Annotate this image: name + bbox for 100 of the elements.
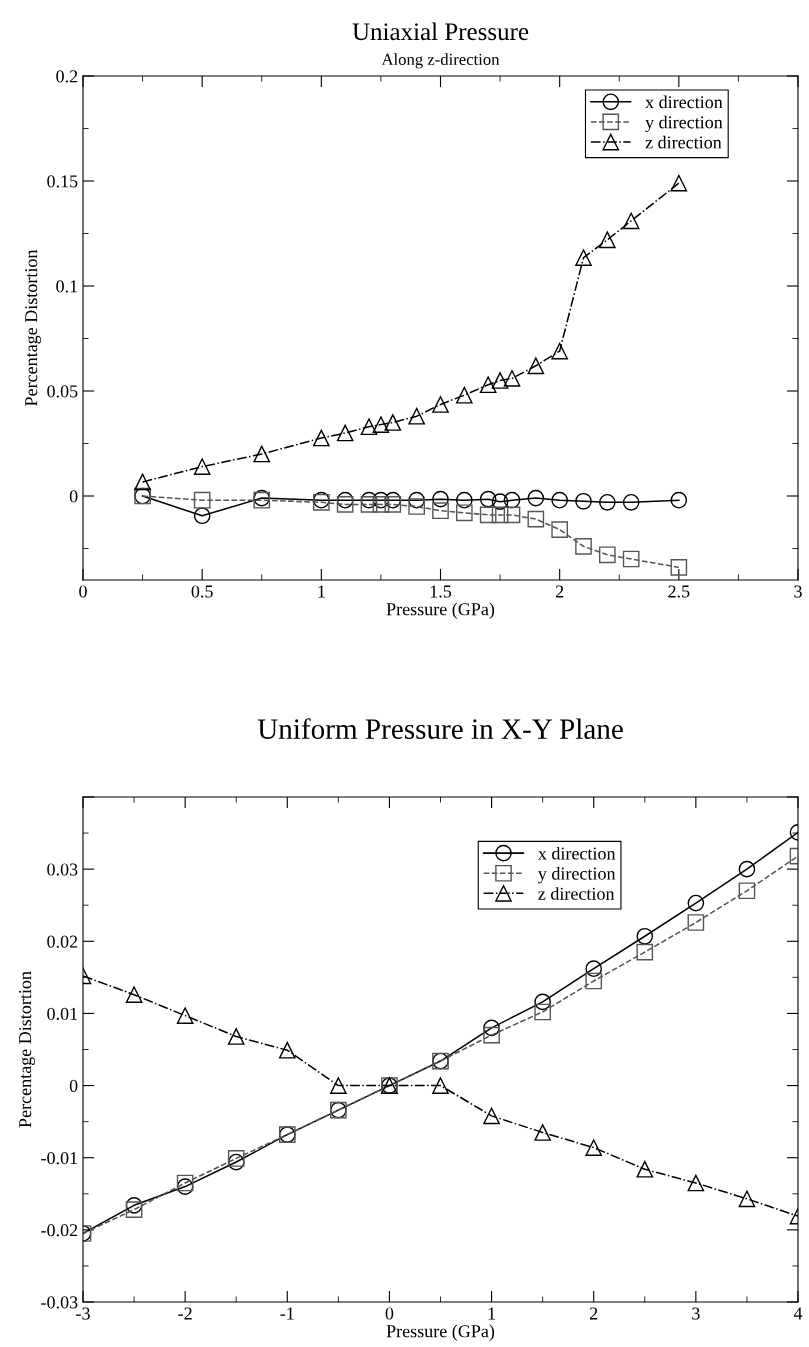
point: [193, 507, 211, 525]
point: [125, 986, 143, 1004]
point: [687, 894, 705, 912]
point: [278, 1041, 296, 1059]
x-tick-label: 1.5: [430, 585, 452, 598]
point: [483, 1019, 500, 1037]
point: [670, 174, 688, 192]
point: [534, 1003, 551, 1021]
x-tick-label: 1: [488, 1307, 495, 1320]
point: [384, 414, 402, 431]
point: [534, 993, 551, 1011]
point: [483, 1026, 500, 1044]
legend-label: z direction: [538, 887, 615, 900]
point: [483, 1107, 500, 1125]
point: [193, 458, 211, 475]
x-tick-label: 1: [318, 585, 325, 598]
y-tick-label: 0.01: [47, 1007, 78, 1020]
x-tick-label: -1: [280, 1307, 294, 1320]
y-axis-title: Percentage Distortion: [25, 249, 41, 406]
point: [227, 1028, 245, 1045]
point: [176, 1007, 194, 1024]
point: [408, 491, 426, 509]
point: [360, 491, 378, 509]
point: [551, 491, 569, 509]
point: [636, 927, 654, 945]
point: [738, 1190, 756, 1208]
y-axis-title: Percentage Distortion: [19, 971, 35, 1128]
point: [384, 496, 402, 513]
point: [176, 1178, 194, 1195]
point: [408, 407, 426, 425]
legend-label: y direction: [645, 115, 723, 133]
y-tick-label: 0.05: [47, 385, 78, 398]
x-axis-title: Pressure (GPa): [386, 1324, 495, 1341]
point: [585, 972, 603, 990]
point: [227, 1150, 245, 1167]
x-tick-label: -2: [178, 1307, 192, 1320]
point: [551, 521, 569, 538]
point: [636, 1160, 654, 1178]
x-tick-label: 2.5: [668, 585, 690, 598]
legend-label: z direction: [645, 135, 722, 149]
point: [670, 559, 688, 576]
point: [575, 492, 592, 510]
legend-label: x direction: [537, 846, 616, 860]
y-tick-label: 0.03: [47, 863, 78, 876]
x-tick-label: 2: [555, 585, 564, 598]
y-tick-label: -0.03: [41, 1296, 78, 1309]
point: [372, 416, 390, 433]
point: [491, 493, 509, 511]
y-tick-label: 0.2: [56, 70, 78, 83]
x-tick-label: 4: [793, 1307, 803, 1320]
x-tick-label: 2: [589, 1307, 598, 1320]
point: [479, 376, 497, 394]
point: [534, 1124, 551, 1141]
x-tick-label: 3: [794, 585, 802, 598]
point: [432, 502, 449, 520]
point: [598, 493, 616, 511]
point: [455, 491, 473, 509]
point: [360, 418, 378, 436]
point: [176, 1174, 194, 1192]
point: [551, 342, 569, 360]
point: [670, 491, 688, 509]
y-tick-label: -0.02: [41, 1224, 78, 1237]
point: [527, 489, 545, 507]
point: [738, 860, 756, 878]
legend-label: x direction: [645, 95, 723, 109]
y-tick-label: 0.02: [47, 935, 78, 948]
point: [503, 506, 521, 524]
point: [125, 1201, 143, 1218]
point: [491, 372, 509, 389]
point: [687, 1174, 705, 1192]
point: [372, 496, 390, 513]
point: [432, 396, 449, 413]
point: [527, 510, 545, 528]
point: [598, 546, 616, 564]
point: [575, 249, 592, 266]
y-tick-label: 0.1: [56, 280, 78, 293]
point: [585, 960, 603, 978]
point: [312, 429, 330, 447]
point: [622, 493, 640, 511]
point: [503, 370, 521, 387]
point: [527, 357, 545, 375]
y-tick-label: 0.15: [47, 175, 78, 188]
point: [455, 504, 473, 522]
x-tick-label: 3: [692, 1307, 700, 1320]
point: [598, 231, 616, 249]
x-tick-label: 0: [385, 1307, 394, 1320]
x-tick-label: 0.5: [191, 585, 213, 598]
y-tick-label: 0: [69, 490, 78, 503]
point: [575, 538, 592, 555]
chart-title: Uniaxial Pressure: [352, 22, 529, 41]
point: [408, 498, 426, 515]
legend-label: y direction: [538, 867, 616, 884]
point: [253, 445, 271, 463]
point: [432, 490, 449, 508]
chart-title: Uniform Pressure in X-Y Plane: [257, 718, 623, 739]
x-tick-label: -3: [76, 1307, 90, 1320]
point: [622, 550, 640, 568]
point: [134, 473, 151, 491]
point: [622, 212, 640, 230]
point: [455, 386, 473, 404]
